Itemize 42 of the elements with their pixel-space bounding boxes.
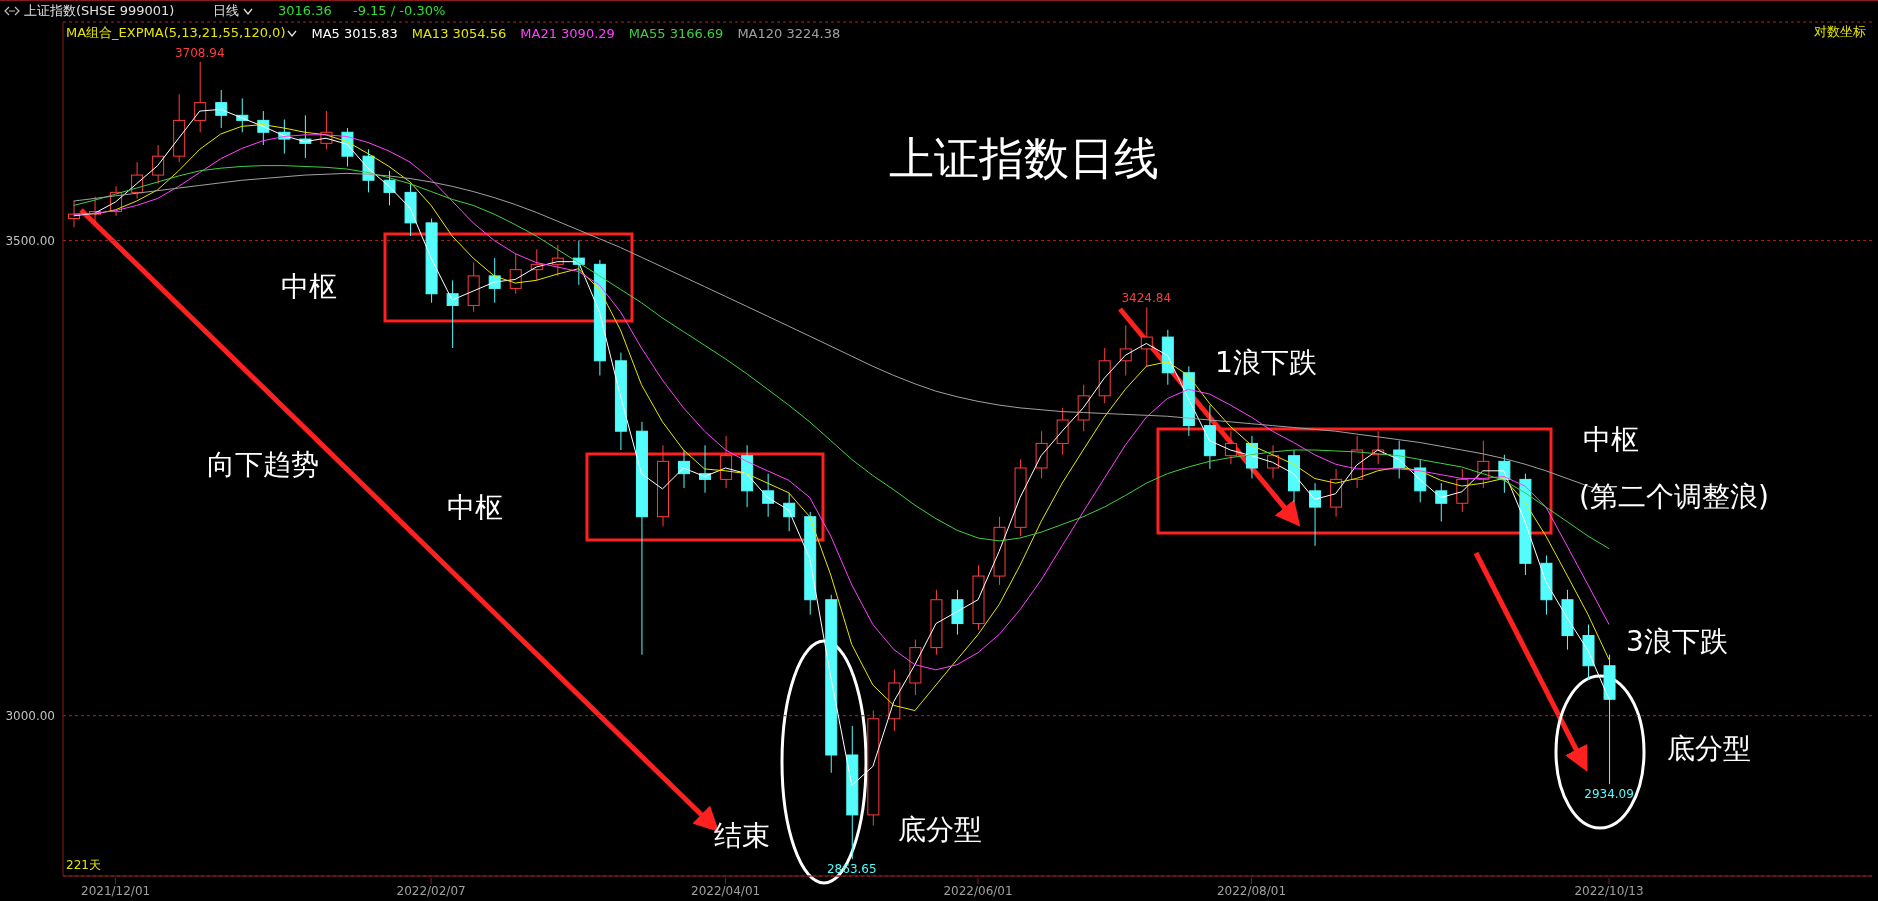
annotation: 1浪下跌: [1215, 345, 1317, 379]
annotation: 底分型: [1667, 731, 1751, 765]
text: 3016.36: [278, 2, 332, 19]
candlestick: [215, 89, 228, 129]
text: MA13 3054.56: [411, 25, 507, 41]
candlestick: [1140, 306, 1153, 367]
x-tick-label: 2022/02/07: [396, 884, 466, 898]
text: MA21 3090.29: [520, 25, 615, 41]
annotation: 结束: [714, 818, 770, 852]
annotation: 中枢: [281, 269, 337, 303]
x-tick-label: 2021/12/01: [81, 884, 151, 898]
candlestick: [1056, 407, 1069, 456]
annotation: 3424.84: [1121, 291, 1172, 306]
y-tick-label: 3000.00: [5, 708, 55, 723]
annotation: 对数坐标: [1814, 23, 1866, 40]
text: MA5 3015.83: [311, 25, 398, 41]
annotation: 向下趋势: [207, 447, 319, 481]
candlestick: [951, 589, 964, 636]
x-tick-label: 2022/04/01: [691, 884, 761, 898]
annotation: 底分型: [898, 812, 982, 846]
candlestick: [152, 144, 165, 185]
text: MA120 3224.38: [737, 25, 841, 41]
candlestick: [194, 61, 207, 133]
candlestick: [446, 279, 459, 349]
text: 日线: [213, 2, 239, 19]
x-tick-label: 2022/08/01: [1216, 884, 1287, 898]
legend-title: MA组合_EXPMA(5,13,21,55,120,0): [66, 24, 286, 42]
annotation: 3浪下跌: [1626, 624, 1728, 658]
text: MA55 3166.69: [628, 25, 724, 41]
text: 上证指数(SHSE 999001): [24, 2, 175, 19]
x-tick-label: 2022/06/01: [943, 884, 1013, 898]
y-tick-label: 3500.00: [5, 233, 55, 248]
text: 上证指数日线: [889, 131, 1159, 187]
annotation: (第二个调整浪): [1579, 479, 1769, 513]
annotation: 2934.09: [1584, 786, 1634, 801]
candlestick: [1435, 482, 1448, 523]
annotation: 221天: [66, 858, 101, 873]
annotation: 中枢: [1583, 422, 1639, 456]
annotation: 3708.94: [174, 45, 225, 60]
annotation: 中枢: [447, 490, 503, 524]
text: -9.15 / -0.30%: [353, 2, 446, 19]
x-tick-label: 2022/10/13: [1574, 884, 1644, 898]
